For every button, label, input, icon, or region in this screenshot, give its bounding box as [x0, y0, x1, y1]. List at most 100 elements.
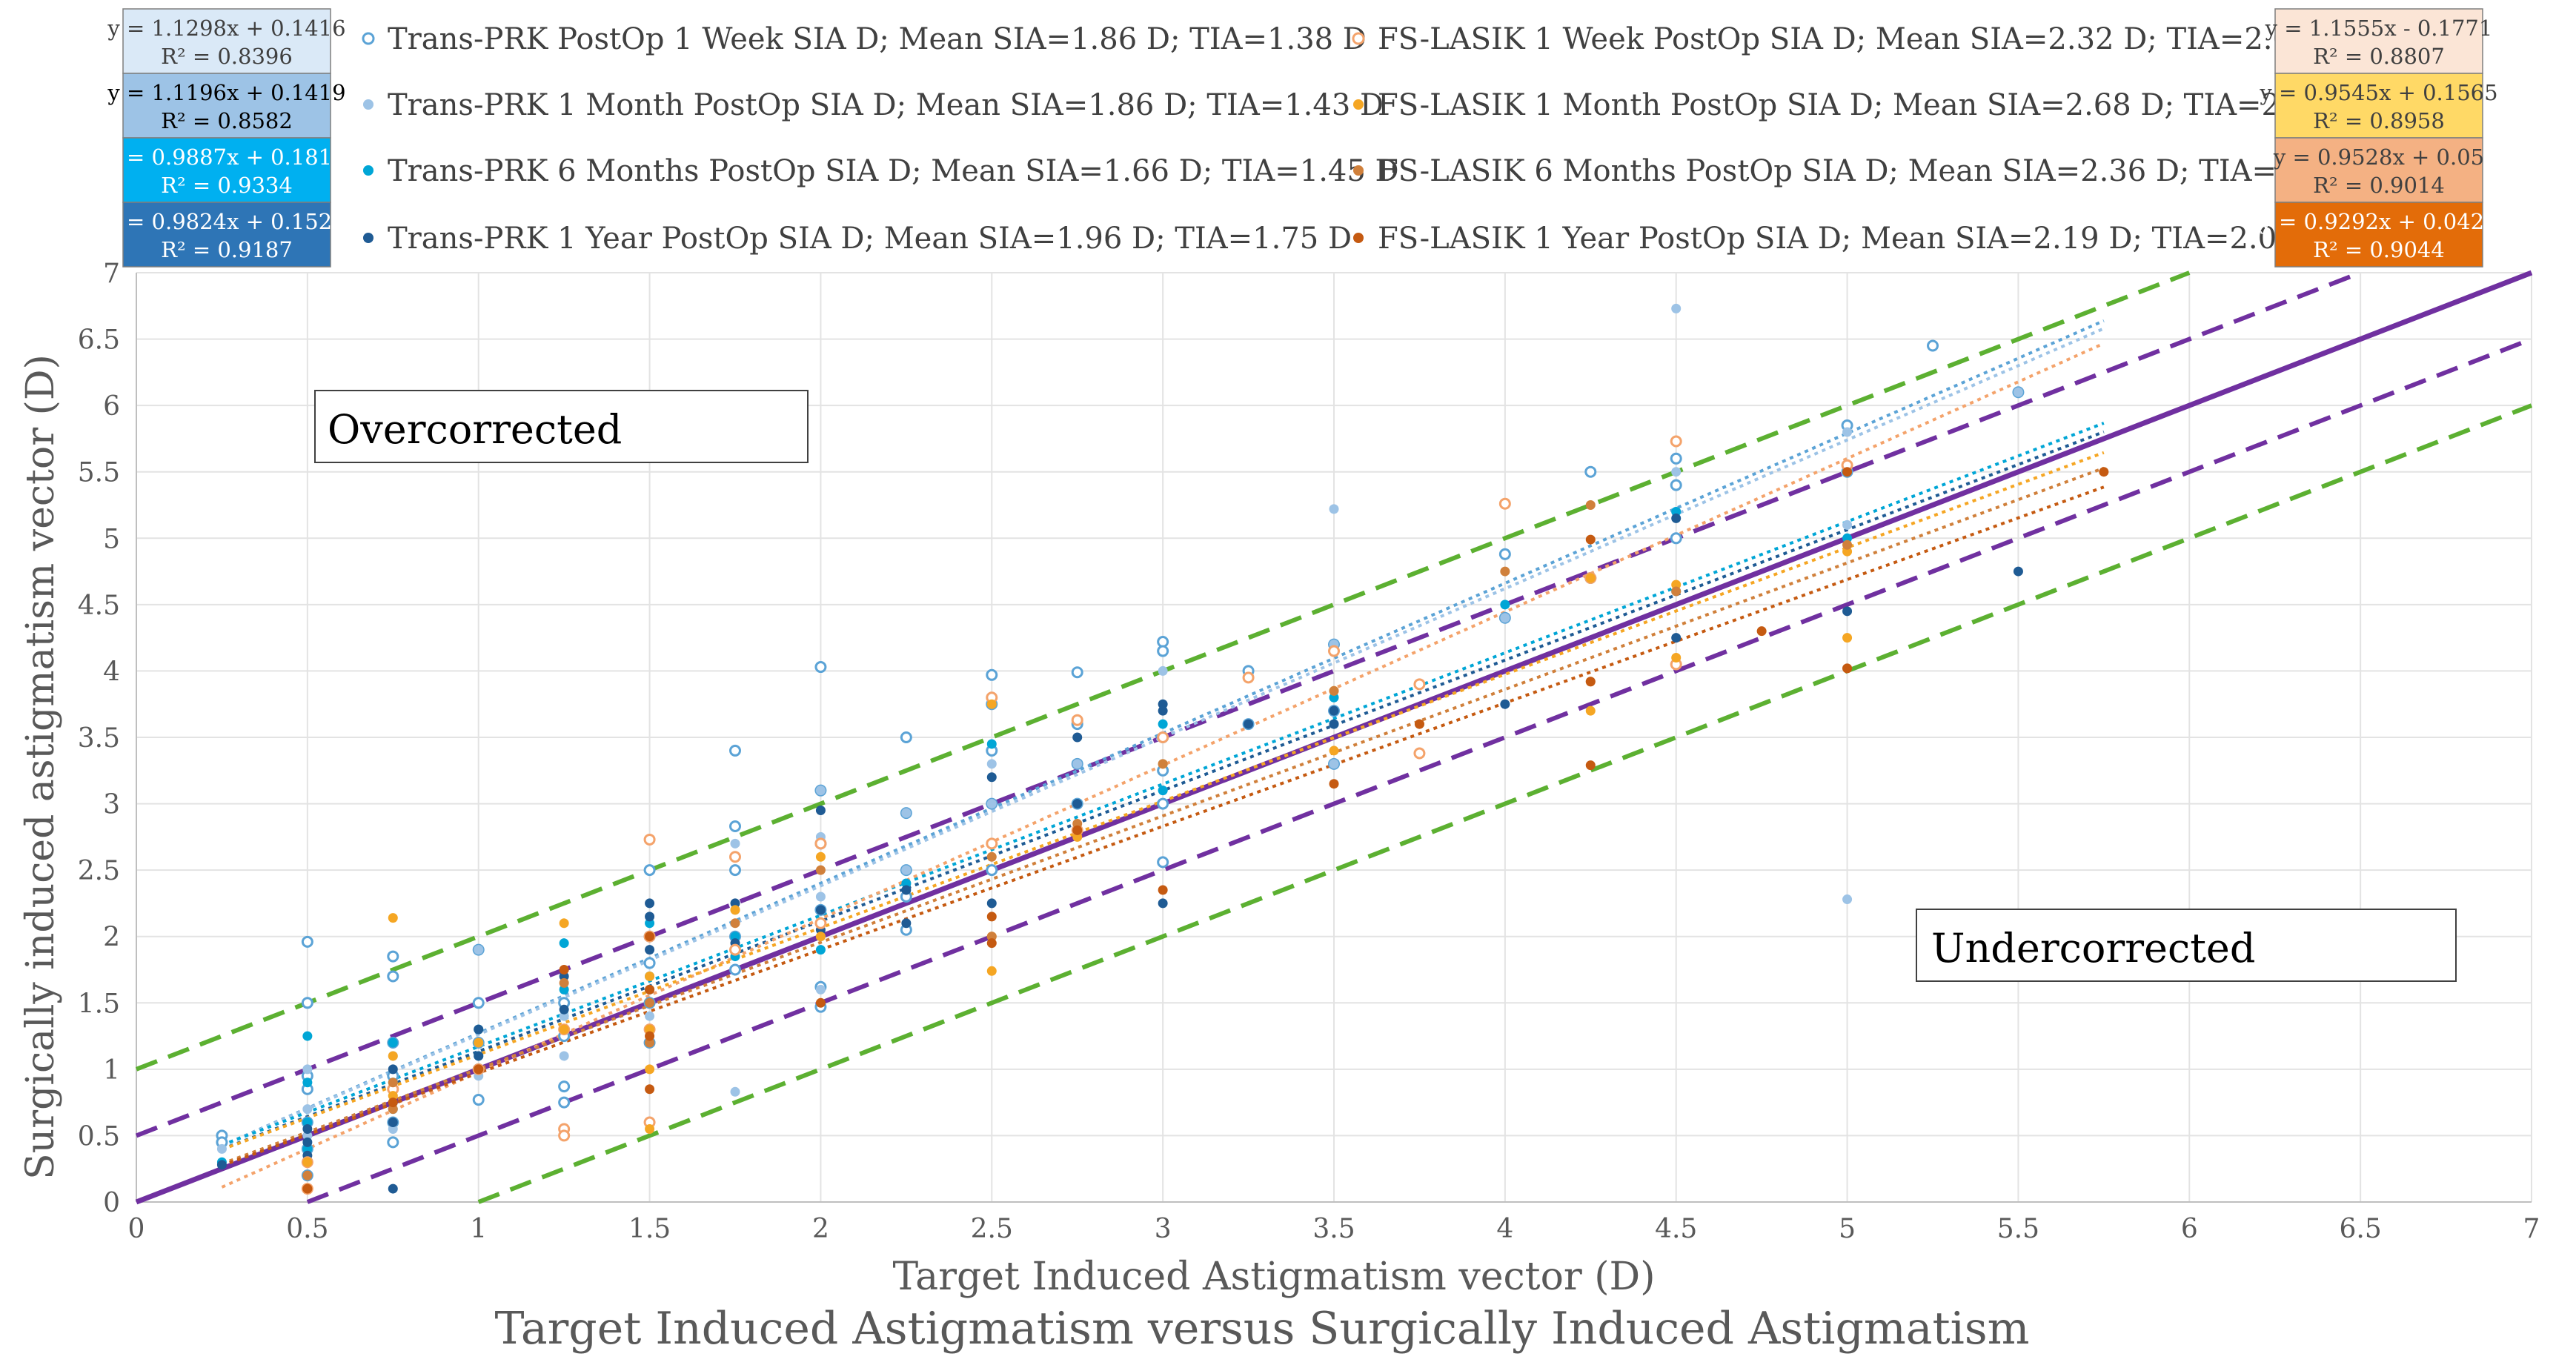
data-point: [387, 970, 399, 983]
data-point: [1671, 586, 1682, 597]
data-point: [1585, 534, 1596, 545]
region-label-over: Overcorrected: [314, 390, 809, 463]
trendline-r2: R² = 0.8958: [2313, 108, 2445, 133]
x-tick-label: 1.5: [628, 1214, 671, 1244]
data-point: [986, 966, 997, 976]
legend-marker: [1353, 99, 1364, 110]
y-tick-label: 1.5: [78, 989, 120, 1019]
data-point: [1842, 663, 1853, 674]
data-point: [1157, 797, 1169, 810]
data-point: [1500, 600, 1510, 610]
data-point: [730, 1086, 740, 1097]
x-tick-label: 4.5: [1655, 1214, 1697, 1244]
data-point: [1329, 705, 1339, 716]
data-point: [1329, 504, 1339, 514]
data-point: [645, 918, 655, 929]
data-point: [815, 945, 826, 955]
data-point: [729, 820, 741, 833]
data-point: [1585, 677, 1596, 687]
trendline-r2: R² = 0.8807: [2313, 44, 2445, 69]
data-point: [1842, 546, 1853, 557]
legend-label: FS-LASIK 1 Week PostOp SIA D; Mean SIA=2…: [1378, 22, 2343, 56]
data-point: [302, 1104, 313, 1115]
y-tick-label: 7: [103, 259, 120, 289]
data-point: [986, 851, 997, 862]
data-point: [388, 913, 398, 923]
data-point: [645, 984, 655, 995]
data-point: [814, 661, 827, 674]
data-point: [559, 938, 569, 949]
data-point: [1329, 685, 1339, 696]
x-tick-label: 1: [470, 1214, 487, 1244]
trendline-r2: R² = 0.9014: [2313, 173, 2445, 198]
data-point: [388, 1078, 398, 1088]
data-point: [986, 759, 997, 769]
data-point: [986, 699, 997, 709]
data-point: [1671, 303, 1682, 313]
legend-label: FS-LASIK 1 Month PostOp SIA D; Mean SIA=…: [1378, 88, 2360, 122]
trendline-r2: R² = 0.9187: [161, 237, 293, 262]
y-tick-label: 6: [103, 391, 120, 422]
data-point: [302, 1157, 313, 1167]
data-point: [815, 997, 826, 1008]
data-point: [1072, 818, 1083, 829]
y-tick-label: 2.5: [78, 856, 120, 886]
data-point: [1500, 566, 1510, 577]
data-point: [1842, 606, 1853, 617]
data-point: [559, 977, 569, 988]
data-point: [302, 1031, 313, 1041]
legend-label: Trans-PRK 1 Year PostOp SIA D; Mean SIA=…: [388, 222, 1352, 256]
data-point: [1158, 719, 1168, 729]
data-point: [815, 806, 826, 816]
data-point: [1157, 731, 1169, 743]
data-point: [643, 957, 656, 969]
trendline-equation: y = 0.9528x + 0.05: [2273, 145, 2484, 170]
data-point: [729, 943, 741, 956]
x-tick-label: 5: [1839, 1214, 1856, 1244]
legend-label: FS-LASIK 6 Months PostOp SIA D; Mean SIA…: [1378, 154, 2376, 188]
overcorrected-label: Overcorrected: [328, 406, 622, 453]
data-point: [388, 1051, 398, 1061]
reference-line: [306, 336, 2533, 1204]
data-point: [986, 938, 997, 949]
data-point: [986, 799, 997, 809]
legend-marker: [1353, 165, 1364, 176]
data-point: [1842, 427, 1853, 437]
data-point: [1329, 746, 1339, 756]
y-tick-label: 2: [103, 923, 120, 953]
data-point: [645, 1024, 655, 1035]
data-point: [1072, 732, 1083, 743]
data-point: [986, 912, 997, 922]
data-point: [730, 838, 740, 849]
data-point: [815, 932, 826, 942]
legend-marker: [363, 165, 374, 176]
data-point: [1842, 533, 1853, 543]
x-tick-label: 7: [2523, 1214, 2540, 1244]
data-point: [729, 744, 741, 757]
data-point: [1670, 435, 1682, 448]
trendline-r2: R² = 0.9044: [2313, 237, 2445, 262]
data-point: [559, 971, 569, 981]
data-point: [302, 1137, 313, 1147]
data-point: [472, 1094, 485, 1106]
tick-labels: 0 0.5 1 1.5 2 2.5 3 3.5 4 4.5 5 5.5 6 6.5 7 0 0.5 1 1.5 2 2.…: [78, 259, 2540, 1244]
data-point: [559, 1011, 569, 1021]
data-point: [302, 1143, 313, 1154]
legend-label: Trans-PRK PostOp 1 Week SIA D; Mean SIA=…: [388, 22, 1367, 56]
data-point: [302, 1064, 313, 1075]
trendline-equation: y = 0.9545x + 0.1565: [2259, 80, 2497, 105]
data-point: [1671, 467, 1682, 477]
y-tick-label: 4: [103, 657, 120, 687]
data-point: [474, 1037, 484, 1048]
data-point: [986, 864, 998, 877]
data-point: [729, 851, 741, 863]
data-point: [900, 731, 912, 743]
data-point: [302, 1118, 313, 1128]
scatter-points: [216, 303, 2109, 1195]
x-tick-label: 3: [1155, 1214, 1172, 1244]
data-point: [388, 1123, 398, 1134]
data-point: [558, 1096, 571, 1109]
data-point: [302, 1078, 313, 1088]
data-point: [645, 971, 655, 981]
data-point: [645, 912, 655, 922]
